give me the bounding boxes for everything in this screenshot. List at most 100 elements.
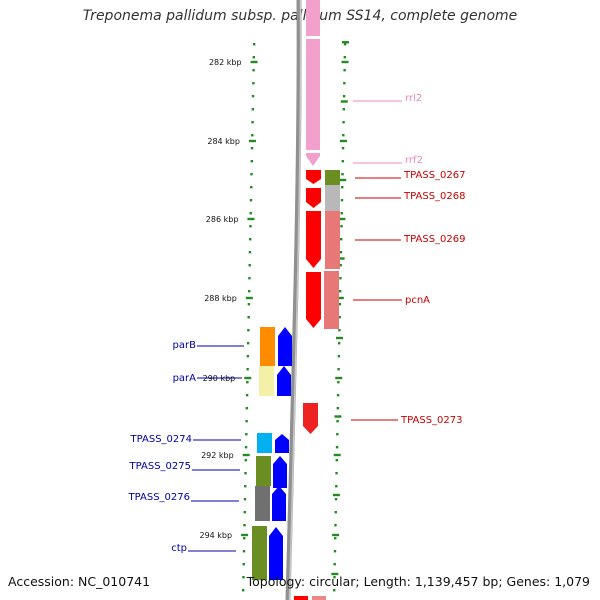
ruler-dot xyxy=(337,342,341,345)
ruler-dot xyxy=(245,407,249,410)
ruler-dot xyxy=(246,381,249,384)
ruler-dot xyxy=(242,576,245,579)
feature-track xyxy=(252,0,340,600)
ruler-dot xyxy=(248,277,251,280)
ruler-dot xyxy=(343,43,347,46)
major-tick xyxy=(242,453,250,457)
ruler-dot xyxy=(252,69,255,72)
ruler-dot xyxy=(341,186,344,189)
TPASS_0274-category xyxy=(257,433,272,453)
backbone-line xyxy=(285,0,302,600)
ruler-dot xyxy=(335,472,338,475)
ruler-dot xyxy=(343,69,346,72)
ruler-dot xyxy=(247,329,250,332)
gene-label-TPASS_0275: TPASS_0275 xyxy=(129,461,191,472)
ruler-dot xyxy=(250,186,253,189)
ruler-dot xyxy=(245,420,248,423)
gene-label-pcnA: pcnA xyxy=(405,295,430,306)
outer-major-tick xyxy=(338,217,346,221)
gene-label-parB: parB xyxy=(173,340,197,351)
major-tick xyxy=(241,533,249,537)
ruler-dot xyxy=(247,316,250,319)
TPASS_0275-feature xyxy=(273,456,287,488)
ruler-dot xyxy=(340,212,343,215)
gene-label-TPASS_0267: TPASS_0267 xyxy=(403,170,465,181)
pcnA-category xyxy=(324,271,339,329)
parB-category xyxy=(260,327,275,366)
ruler-dot xyxy=(342,95,346,98)
TPASS_0269-feature xyxy=(306,211,321,268)
tick-label: 292 kbp xyxy=(201,451,234,460)
ruler-dot xyxy=(245,394,249,397)
ruler-dot xyxy=(243,524,246,527)
feature-gap xyxy=(306,150,320,153)
backbone-highlight xyxy=(288,0,302,600)
outer-major-tick xyxy=(339,139,347,143)
ruler-dot xyxy=(337,381,340,384)
partial-feature xyxy=(312,596,326,600)
major-tick xyxy=(247,217,255,221)
parA-feature xyxy=(277,366,291,396)
ruler-dot xyxy=(252,56,256,59)
ruler-dot xyxy=(343,82,346,85)
outer-minor-tick xyxy=(339,178,347,182)
ruler-dot xyxy=(340,225,343,228)
gene-labels: rrl2 rrf2 TPASS_0267 TPASS_0268 TPASS_0269pc… xyxy=(128,93,466,554)
partial-feature xyxy=(294,596,308,600)
outer-minor-tick xyxy=(331,572,339,576)
gene-label-TPASS_0276: TPASS_0276 xyxy=(128,492,190,503)
ruler-dot xyxy=(342,134,345,137)
ruler-dot xyxy=(249,238,252,241)
rrl2-feature xyxy=(306,0,320,166)
ruler-dot xyxy=(242,589,245,592)
ruler-dot xyxy=(250,147,254,150)
ruler-dot xyxy=(339,264,342,267)
feature-gap xyxy=(306,36,320,39)
ruler-dot xyxy=(333,550,337,553)
ruler-dot xyxy=(337,368,340,371)
outer-major-tick xyxy=(341,60,349,64)
ruler-dot xyxy=(341,160,344,163)
ruler-dot xyxy=(246,368,249,371)
ruler-dot xyxy=(333,563,336,566)
ruler-dot xyxy=(340,238,343,241)
ruler-dot xyxy=(336,407,340,410)
ruler-dot xyxy=(339,251,343,254)
major-tick xyxy=(245,296,253,300)
ruler-dot xyxy=(338,303,342,306)
ruler-dot xyxy=(252,82,255,85)
ruler-dot xyxy=(251,134,254,137)
parA-category xyxy=(259,366,274,396)
ruler-dot xyxy=(242,563,245,566)
ruler-dot xyxy=(342,108,346,111)
major-tick xyxy=(250,60,258,64)
ruler-dot xyxy=(249,199,253,202)
parB-feature xyxy=(278,327,292,366)
ruler-dot xyxy=(242,550,246,553)
TPASS_0267-category xyxy=(325,170,340,185)
TPASS_0276-category xyxy=(255,486,270,521)
outer-minor-tick xyxy=(332,493,340,497)
gene-label-rrl2: rrl2 xyxy=(405,93,422,104)
ruler-dot xyxy=(248,264,251,267)
accession-text: Accession: NC_010741 xyxy=(8,574,151,589)
ruler-dot xyxy=(340,199,344,202)
ruler-dot xyxy=(335,446,339,449)
genome-summary: Topology: circular; Length: 1,139,457 bp… xyxy=(246,574,590,589)
ruler-dot xyxy=(244,472,247,475)
tick-label: 284 kbp xyxy=(207,137,240,146)
major-tick xyxy=(248,139,256,143)
outer-minor-tick xyxy=(340,100,348,103)
ruler-dot xyxy=(333,576,336,579)
ruler-dot xyxy=(333,589,336,592)
ruler-dot xyxy=(251,95,255,98)
ruler-dot xyxy=(243,537,246,540)
pcnA-feature xyxy=(306,272,321,328)
TPASS_0275-category xyxy=(256,456,271,486)
gene-label-ctp: ctp xyxy=(171,543,187,554)
ruler-dot xyxy=(334,511,337,514)
ruler-dot xyxy=(334,524,337,527)
ruler-dot xyxy=(336,433,339,436)
ruler-dot xyxy=(335,459,338,462)
